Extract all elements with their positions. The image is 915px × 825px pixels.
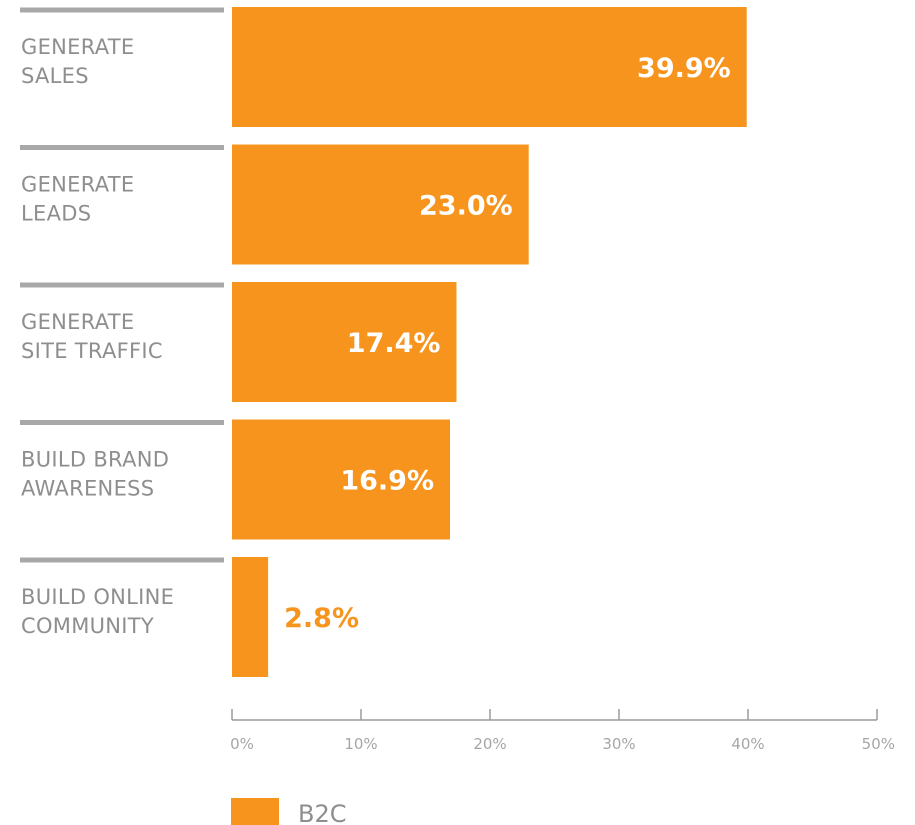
x-axis: 0% 10% 20% 30% 40% 50% (230, 709, 895, 753)
category-label: BUILD ONLINE COMMUNITY (21, 585, 174, 638)
category-label-line: BUILD ONLINE (21, 585, 174, 609)
category-label-line: SALES (21, 64, 89, 88)
bar (232, 7, 747, 127)
bar-value-label: 2.8% (284, 603, 359, 634)
bar-value-label: 17.4% (347, 328, 441, 359)
legend-label-b2c: B2C (298, 800, 347, 825)
bar (232, 282, 457, 402)
bars: 39.9% 23.0% 17.4% 16.9% 2.8% (232, 7, 747, 677)
bar (232, 557, 269, 677)
category-label-line: SITE TRAFFIC (21, 339, 163, 363)
x-tick-label: 10% (344, 735, 377, 753)
category-label: BUILD BRAND AWARENESS (21, 448, 169, 501)
x-tick-label: 40% (731, 735, 764, 753)
bar-value-label: 39.9% (637, 53, 731, 84)
x-tick-label: 30% (602, 735, 635, 753)
category-label-line: GENERATE (21, 310, 135, 334)
category-label-line: AWARENESS (21, 477, 154, 501)
legend-swatch-b2c (231, 798, 279, 825)
category-rows: GENERATE SALES GENERATE LEADS GENERATE SITE T… (20, 7, 224, 638)
category-label: GENERATE LEADS (21, 173, 135, 226)
category-label-line: GENERATE (21, 35, 135, 59)
category-label-line: GENERATE (21, 173, 135, 197)
x-tick-label: 20% (473, 735, 506, 753)
x-tick-label: 0% (230, 735, 254, 753)
category-label-line: COMMUNITY (21, 614, 154, 638)
x-tick-label: 50% (862, 735, 895, 753)
legend: B2C (231, 798, 347, 825)
bar (232, 144, 529, 265)
category-label: GENERATE SITE TRAFFIC (21, 310, 163, 363)
category-label-line: BUILD BRAND (21, 448, 169, 472)
bar-value-label: 16.9% (340, 466, 434, 497)
category-label-line: LEADS (21, 202, 91, 226)
bar-value-label: 23.0% (419, 191, 513, 222)
bar (232, 419, 451, 540)
category-label: GENERATE SALES (21, 35, 135, 88)
